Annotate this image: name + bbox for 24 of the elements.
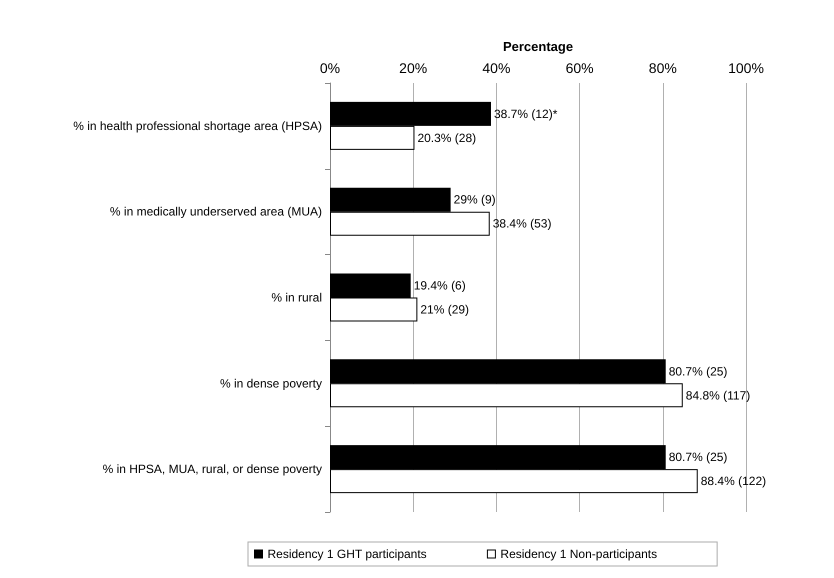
legend-label: Residency 1 GHT participants [268, 547, 427, 561]
data-label: 80.7% (25) [668, 364, 728, 378]
y-tick-label: % in health professional shortage area (HPSA) [73, 118, 322, 133]
data-label: 29% (9) [454, 192, 496, 207]
data-label: 19.4% (6) [414, 278, 466, 292]
legend-label: Residency 1 Non-participants [500, 547, 658, 561]
data-label: 38.4% (53) [492, 216, 552, 231]
data-label: 21% (29) [420, 302, 470, 316]
data-label: 20.3% (28) [417, 130, 476, 145]
x-tick-label: 20% [399, 60, 428, 76]
data-label: 84.8% (117) [686, 388, 750, 402]
x-tick-label: 100% [728, 60, 764, 76]
x-tick-label: 80% [648, 60, 677, 76]
data-label: 88.4% (122) [700, 474, 766, 488]
data-label: 80.7% (25) [668, 450, 728, 464]
y-tick-label: % in dense poverty [220, 376, 322, 390]
x-axis-title: Percentage [502, 39, 574, 54]
y-tick-label: % in rural [271, 290, 322, 304]
x-tick-label: 40% [482, 60, 510, 76]
x-tick-label: 60% [566, 60, 594, 76]
y-tick-label: % in medically underserved area (MUA) [110, 204, 322, 219]
data-label: 38.7% (12)* [494, 106, 558, 121]
y-tick-label: % in HPSA, MUA, rural, or dense poverty [102, 462, 322, 476]
x-tick-label: 0% [320, 60, 340, 76]
